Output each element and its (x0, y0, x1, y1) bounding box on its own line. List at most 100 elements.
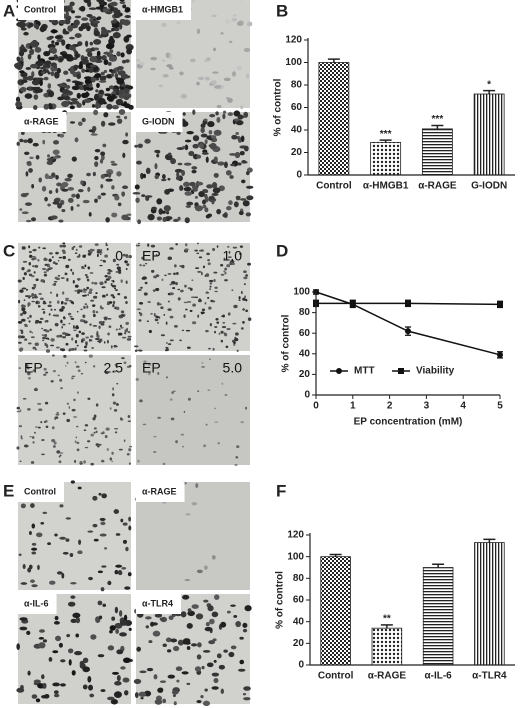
cell (128, 525, 132, 531)
cell (215, 317, 219, 321)
cell (138, 319, 142, 322)
cell (155, 149, 161, 154)
cell (209, 618, 215, 625)
cell (71, 100, 80, 105)
cell (41, 308, 45, 311)
cell (107, 696, 115, 701)
cell (54, 262, 58, 265)
cell (96, 50, 101, 58)
cell (43, 271, 47, 274)
cell (54, 533, 58, 537)
cell (246, 171, 250, 176)
cell (123, 35, 130, 43)
cell (102, 143, 107, 148)
cell (27, 372, 31, 376)
cell (141, 194, 146, 197)
cell (209, 322, 212, 327)
cell (223, 649, 228, 653)
cell (51, 439, 56, 443)
image-label: α-RAGE (24, 116, 59, 126)
cell (65, 299, 69, 302)
cell (138, 301, 144, 305)
cell (170, 292, 174, 296)
cell (44, 60, 52, 66)
cell (42, 336, 46, 340)
cell (75, 333, 79, 338)
cell (129, 462, 131, 465)
cell (76, 344, 79, 347)
bar (320, 556, 351, 666)
cell (123, 439, 126, 443)
cell (61, 89, 70, 95)
cell (112, 387, 114, 391)
cell (21, 287, 27, 290)
cell (24, 151, 30, 156)
cell (44, 342, 47, 345)
cell (242, 200, 250, 207)
cell (128, 627, 132, 631)
cell (207, 121, 215, 128)
cell (110, 294, 115, 297)
cell (53, 64, 58, 69)
cell (73, 49, 77, 53)
cell (35, 278, 39, 281)
cell (205, 329, 209, 333)
cell (56, 182, 62, 187)
cell (69, 553, 74, 557)
cell (66, 277, 69, 282)
cell (54, 71, 60, 79)
cell (19, 70, 25, 74)
cell (173, 701, 177, 706)
cell (109, 625, 116, 631)
cell (127, 415, 131, 418)
cell (88, 67, 94, 73)
bar (473, 93, 505, 176)
cell (145, 362, 149, 365)
cell (22, 397, 27, 400)
cell (52, 314, 57, 317)
cell (211, 14, 218, 18)
cell (70, 317, 75, 320)
cell (182, 594, 190, 600)
cell (114, 195, 120, 201)
cell (195, 181, 204, 186)
cell (218, 332, 221, 336)
cell (154, 699, 163, 705)
cell (243, 283, 246, 286)
cell (155, 274, 160, 277)
cell (19, 626, 28, 631)
cell (156, 302, 160, 306)
cell (232, 14, 237, 17)
cell (221, 326, 227, 329)
cell (37, 402, 42, 405)
cell (175, 666, 183, 671)
cell (122, 93, 131, 97)
cell (79, 461, 83, 464)
cell (144, 195, 153, 198)
cell (110, 1, 118, 7)
cell (119, 0, 125, 2)
cell (97, 16, 102, 20)
cell (93, 431, 96, 434)
cell (196, 642, 202, 648)
cell (196, 699, 202, 704)
cell (70, 268, 73, 272)
cell (98, 325, 101, 329)
cell (31, 184, 35, 189)
cell (198, 143, 204, 149)
cell (122, 522, 128, 526)
cell (25, 192, 29, 196)
cell (44, 420, 48, 423)
cell (169, 66, 174, 70)
cell (192, 109, 196, 115)
cell (44, 320, 48, 323)
cell (216, 321, 220, 324)
cell (88, 354, 93, 358)
cell (83, 254, 87, 257)
cell (75, 617, 81, 624)
cell (65, 365, 67, 367)
cell (60, 387, 63, 390)
cell (87, 397, 91, 400)
cell (161, 22, 167, 27)
cell (37, 305, 41, 308)
